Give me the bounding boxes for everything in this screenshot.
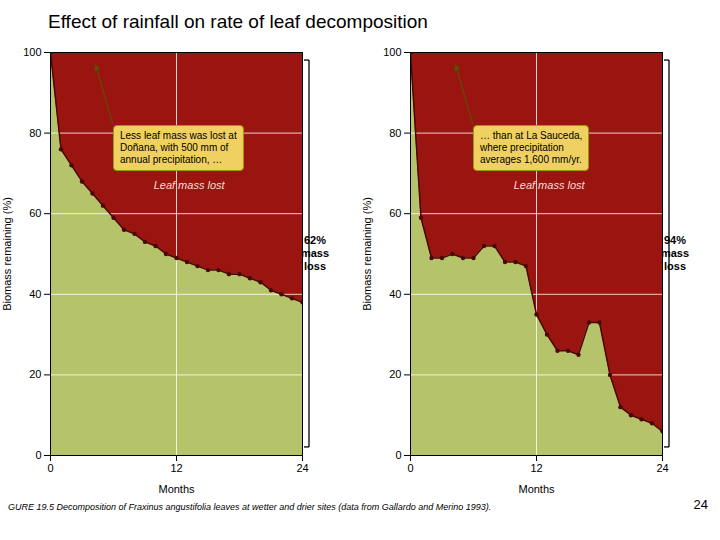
svg-text:Biomass remaining (%): Biomass remaining (%) (1, 197, 13, 311)
svg-text:24: 24 (656, 462, 668, 474)
svg-text:60: 60 (29, 207, 41, 219)
svg-text:100: 100 (383, 46, 401, 58)
svg-text:24: 24 (296, 462, 308, 474)
html-text:Effect of rainfall on rate of: Effect of rainfall on rate of leaf decom… (48, 11, 428, 32)
html-text:… than at La Sauceda, where pr: … than at La Sauceda, where precipitatio… (480, 129, 583, 165)
svg-text:100: 100 (23, 46, 41, 58)
svg-text:40: 40 (389, 288, 401, 300)
svg-text:0: 0 (395, 449, 401, 461)
svg-text:0: 0 (35, 449, 41, 461)
html-text:Less leaf mass was lost at Doñ: Less leaf mass was lost at Doñana, with … (120, 129, 237, 165)
svg-text:Leaf mass lost: Leaf mass lost (154, 179, 226, 191)
svg-text:20: 20 (389, 368, 401, 380)
svg-text:80: 80 (389, 127, 401, 139)
svg-text:80: 80 (29, 127, 41, 139)
svg-text:0: 0 (407, 462, 413, 474)
svg-text:20: 20 (29, 368, 41, 380)
svg-text:Biomass remaining (%): Biomass remaining (%) (361, 197, 373, 311)
svg-text:12: 12 (170, 462, 182, 474)
svg-text:94%massloss: 94%massloss (661, 234, 689, 272)
svg-text:Months: Months (518, 483, 555, 495)
html-text:GURE 19.5 Decomposition of Fra: GURE 19.5 Decomposition of Fraxinus angu… (8, 502, 492, 512)
svg-text:Months: Months (158, 483, 195, 495)
html-text:24: 24 (693, 497, 708, 512)
svg-text:40: 40 (29, 288, 41, 300)
svg-text:0: 0 (47, 462, 53, 474)
svg-text:Leaf mass lost: Leaf mass lost (514, 179, 586, 191)
svg-text:62%massloss: 62%massloss (301, 234, 329, 272)
svg-text:60: 60 (389, 207, 401, 219)
svg-text:12: 12 (530, 462, 542, 474)
